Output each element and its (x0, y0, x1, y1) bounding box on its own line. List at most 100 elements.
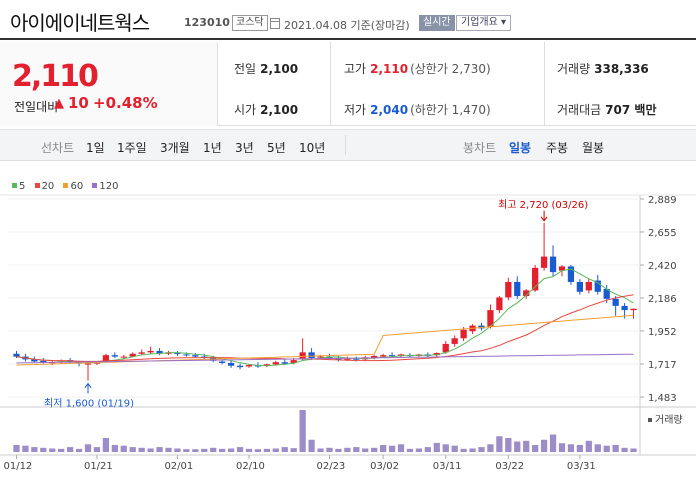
volume-bar (183, 449, 190, 452)
y-tick-label: 1,483 (648, 393, 677, 404)
candle-body (308, 352, 315, 358)
volume-bar (406, 448, 414, 452)
change-value: 10 (68, 94, 89, 112)
tab-5y[interactable]: 5년 (267, 141, 286, 155)
open-price: 시가 2,100 (234, 101, 298, 118)
candle-body (344, 358, 351, 360)
legend-label: 20 (41, 181, 55, 192)
y-tick-label: 2,889 (648, 195, 677, 206)
line-chart-label: 선차트 (41, 141, 75, 155)
candle-body (371, 355, 378, 358)
divider (330, 42, 331, 126)
x-tick-label: 03/11 (433, 461, 462, 472)
candle-body (558, 266, 566, 271)
legend-label: 5 (19, 181, 26, 192)
realtime-button[interactable]: 실시간 (419, 15, 455, 31)
volume-legend-swatch (648, 418, 652, 422)
low-label: 저가 (344, 103, 367, 117)
volume-bar (102, 438, 110, 452)
low-value: 2,040 (370, 103, 409, 117)
candle-body (156, 350, 163, 354)
tab-1d[interactable]: 1일 (86, 141, 105, 155)
candle-body (353, 358, 360, 360)
volume-bar (165, 447, 172, 452)
candle-body (147, 350, 154, 353)
volume-bar (523, 440, 530, 452)
candle-body (102, 355, 110, 361)
amount-label: 거래대금 (557, 103, 602, 117)
volume-bar (558, 443, 566, 452)
candle-body (594, 280, 601, 292)
candle-body (585, 281, 592, 291)
tab-3m[interactable]: 3개월 (160, 141, 190, 155)
tab-3y[interactable]: 3년 (235, 141, 254, 155)
trade-amount: 거래대금 707 백만 (557, 101, 656, 118)
volume-bar (281, 447, 288, 452)
candle-body (111, 355, 118, 357)
tab-daily[interactable]: 일봉 (509, 141, 532, 155)
tab-10y[interactable]: 10년 (299, 141, 326, 155)
candle-body (442, 343, 449, 353)
volume-bar (335, 448, 342, 452)
volume-bar (603, 445, 610, 452)
quote-date: 2021.04.08 기준(장마감) (284, 19, 410, 32)
candle-body (120, 356, 127, 358)
volume-bar (120, 445, 127, 452)
open-label: 시가 (234, 103, 257, 117)
volume-bar (433, 442, 440, 452)
stock-header: 아이에이네트웍스 123010 코스닥 2021.04.08 기준(장마감) 실… (0, 0, 696, 40)
amount-value: 707 백만 (605, 103, 657, 117)
volume-bar (227, 448, 235, 452)
candle-body (227, 362, 235, 366)
volume-bar (22, 445, 29, 452)
volume-bar (505, 438, 512, 452)
candle-body (514, 281, 521, 297)
change-percent: +0.48% (93, 94, 158, 112)
volume-bar (567, 444, 575, 452)
candle-body (245, 365, 253, 367)
swatch (34, 183, 40, 188)
y-tick-label: 2,186 (648, 294, 677, 305)
price-chart[interactable]: 2,889 2,655 2,420 2,186 1,952 1,717 1,483 최고 2,… (0, 190, 696, 485)
volume-bar (353, 447, 360, 452)
tab-monthly[interactable]: 월봉 (582, 141, 605, 155)
candle-body (532, 267, 539, 291)
volume-bar (129, 447, 136, 452)
x-tick-label: 03/22 (495, 461, 524, 472)
volume-bar (84, 444, 92, 452)
candle-body (379, 355, 387, 357)
volume-bar (469, 448, 476, 452)
volume-bar (326, 447, 333, 452)
company-info-dropdown[interactable]: 기업개요 ▾ (456, 15, 511, 31)
volume-bar (496, 436, 503, 452)
low-price: 저가 2,040 (하한가 1,470) (344, 101, 491, 118)
candle-body (129, 353, 136, 357)
volume-bar (156, 447, 163, 452)
tab-1y[interactable]: 1년 (203, 141, 222, 155)
volume-bar (66, 447, 74, 452)
tab-1w[interactable]: 1주일 (117, 141, 147, 155)
high-price: 고가 2,110 (상한가 2,730) (344, 60, 491, 77)
candle-body (549, 256, 557, 273)
legend-ma20: 20 (34, 181, 55, 192)
y-tick-label: 2,655 (648, 228, 677, 239)
current-price: 2,110 (12, 59, 99, 94)
change-label: 전일대비 (14, 100, 59, 114)
candle-body (612, 298, 619, 306)
volume-bar (174, 448, 181, 452)
volume-bar (138, 447, 145, 452)
legend-ma60: 60 (63, 181, 83, 192)
legend-label: 60 (70, 181, 84, 192)
tab-weekly[interactable]: 주봉 (546, 141, 569, 155)
volume-bar (263, 448, 271, 452)
prev-close-value: 2,100 (260, 62, 299, 76)
low-annotation: 최저 1,600 (01/19) (44, 398, 134, 410)
volume-bar (272, 448, 279, 452)
candle-body (487, 310, 494, 328)
volume-bar (442, 444, 449, 452)
candle-body (460, 329, 467, 339)
candle-body (433, 353, 440, 356)
calendar-icon (270, 18, 280, 29)
volume-bar (75, 448, 83, 452)
volume-bar (13, 445, 20, 452)
